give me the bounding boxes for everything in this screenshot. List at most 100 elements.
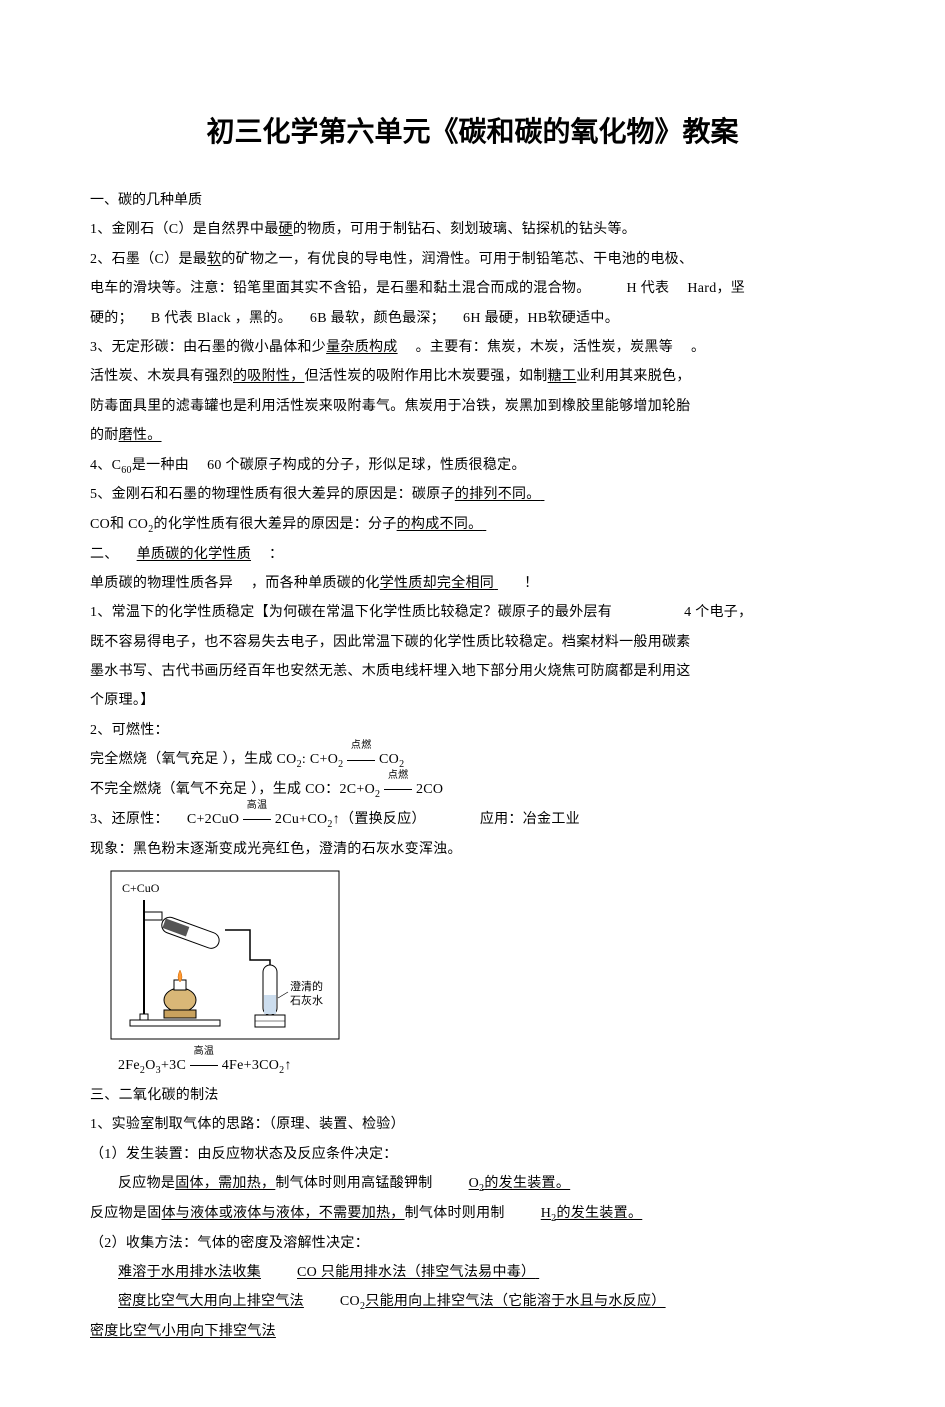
- text: 的矿物之一，有优良的导电性，润滑性。可用于制铅笔芯、干电池的电极、: [221, 252, 693, 267]
- s2-p2-line4: 个原理。】: [90, 686, 855, 715]
- text: 的化学性质有很大差异的原因是：分子: [154, 517, 397, 532]
- text: ！: [524, 576, 538, 591]
- text: C+2CuO: [187, 812, 239, 827]
- text: 但活性炭的吸附作用比木炭要强，如制: [305, 369, 548, 384]
- text: 个原理。】: [90, 693, 155, 708]
- s2-p2-line3: 墨水书写、古代书画历经百年也安然无恙、木质电线杆埋入地下部分用火烧焦可防腐都是利…: [90, 657, 855, 686]
- text: 二、: [90, 547, 119, 562]
- s3-p3: 反应物是固体，需加热，制气体时则用高锰酸钾制 O2的发生装置。: [90, 1169, 855, 1199]
- s1-p2-line2: 电车的滑块等。注意：铅笔里面其实不含铅，是石墨和黏土混合而成的混合物。 H 代表 H…: [90, 274, 855, 303]
- text: 2Cu+CO: [275, 812, 327, 827]
- underline: 单质碳的化学性质: [137, 547, 251, 562]
- underline: 的排列不同。: [455, 487, 541, 502]
- text: （2）收集方法：气体的密度及溶解性决定：: [90, 1236, 369, 1251]
- text: ，而各种单质碳的化: [251, 576, 380, 591]
- text: 6B 最软，颜色最深；: [310, 311, 445, 326]
- s1-p2-line1: 2、石墨（C）是最软的矿物之一，有优良的导电性，润滑性。可用于制铅笔芯、干电池的…: [90, 245, 855, 274]
- text: 应用：冶金工业: [480, 812, 580, 827]
- text: B 代表 Black ，黑的。: [151, 311, 292, 326]
- text: 60 个碳原子构成的分子，形似足球，性质很稳定。: [207, 458, 526, 473]
- text: 1、实验室制取气体的思路：（原理、装置、检验）: [90, 1117, 405, 1132]
- text: 是一种由: [132, 458, 189, 473]
- s1-p4: 4、C60是一种由60 个碳原子构成的分子，形似足球，性质很稳定。: [90, 451, 855, 481]
- underline: 固体，需加热，: [175, 1176, 275, 1191]
- underline: 密度比空气小用向下排空气法: [90, 1324, 276, 1339]
- underline: 的吸附性，: [233, 369, 305, 384]
- text: 2、石墨（C）是最: [90, 252, 207, 267]
- s2-p5: 现象：黑色粉末逐渐变成光亮红色，澄清的石灰水变浑浊。: [90, 835, 855, 864]
- s1-p1: 1、金刚石（C）是自然界中最硬的物质，可用于制钻石、刻划玻璃、钻探机的钻头等。: [90, 215, 855, 244]
- text: ↑: [284, 1058, 291, 1073]
- text: +3C: [161, 1058, 186, 1073]
- s1-p3-line2: 活性炭、木炭具有强烈的吸附性，但活性炭的吸附作用比木炭要强，如制糖工业利用其来脱…: [90, 362, 855, 391]
- label-lime-2: 石灰水: [290, 993, 323, 1007]
- s1-p3-line3: 防毒面具里的滤毒罐也是利用活性炭来吸附毒气。焦炭用于冶铁，炭黑加到橡胶里能够增加…: [90, 392, 855, 421]
- condition-label: 点燃: [384, 765, 412, 786]
- section-2-header: 二、 单质碳的化学性质 ：: [90, 540, 855, 569]
- underline: 学性质却完全相同: [380, 576, 494, 591]
- text: 2、可燃性：: [90, 723, 169, 738]
- s2-p1: 单质碳的物理性质各异，而各种单质碳的化学性质却完全相同 ！: [90, 569, 855, 598]
- subscript: 2: [338, 759, 343, 770]
- section-1-header: 一、碳的几种单质: [90, 186, 855, 215]
- underline: O2的发生装置。: [469, 1176, 571, 1191]
- text: 完全燃烧（氧气充足 ），生成 CO: [90, 752, 297, 767]
- underline: 软: [207, 252, 221, 267]
- text: 制气体时则用高锰酸钾制: [275, 1176, 432, 1191]
- s3-p6: 难溶于水用排水法收集 CO 只能用排水法（排空气法易中毒）: [90, 1258, 855, 1287]
- text: 4Fe+3CO: [222, 1058, 279, 1073]
- condition-label: 高温: [190, 1041, 218, 1062]
- text: 不完全燃烧（氧气不充足 ），生成 CO：2C+O: [90, 782, 375, 797]
- s2-eq-complete: 完全燃烧（氧气充足 ），生成 CO2: C+O2 点燃 CO2: [90, 745, 855, 775]
- underline: 的构成不同。: [397, 517, 483, 532]
- s2-p4: 3、还原性：C+2CuO 高温 2Cu+CO2↑（置换反应）应用：冶金工业: [90, 805, 855, 835]
- reaction-arrow: 点燃: [347, 745, 375, 774]
- section-3-header: 三、二氧化碳的制法: [90, 1081, 855, 1110]
- text: 。: [691, 340, 705, 355]
- s2-p2-line2: 既不容易得电子，也不容易失去电子，因此常温下碳的化学性质比较稳定。档案材料一般用…: [90, 628, 855, 657]
- s3-p4: 反应物是固体与液体或液体与液体，不需要加热，制气体时则用制H2的发生装置。: [90, 1199, 855, 1229]
- text: 2CO: [416, 782, 443, 797]
- underline: CO 只能用排水法（排空气法易中毒）: [297, 1265, 535, 1280]
- text: ：: [269, 547, 283, 562]
- s1-p6: CO和 CO2的化学性质有很大差异的原因是：分子的构成不同。: [90, 510, 855, 540]
- text: 的物质，可用于制钻石、刻划玻璃、钻探机的钻头等。: [293, 222, 636, 237]
- underline: 量杂质构成: [326, 340, 398, 355]
- page-title: 初三化学第六单元《碳和碳的氧化物》教案: [90, 110, 855, 150]
- text: 现象：黑色粉末逐渐变成光亮红色，澄清的石灰水变浑浊。: [90, 842, 462, 857]
- reaction-arrow: 点燃: [384, 775, 412, 804]
- text: 制气体时则用制: [405, 1206, 505, 1221]
- s2-eq-incomplete: 不完全燃烧（氧气不充足 ），生成 CO：2C+O2 点燃 2CO: [90, 775, 855, 805]
- text: 3、还原性：: [90, 812, 169, 827]
- text: 电车的滑块等。注意：铅笔里面其实不含铅，是石墨和黏土混合而成的混合物。: [90, 281, 591, 296]
- text: 1、常温下的化学性质稳定【为何碳在常温下化学性质比较稳定？碳原子的最外层有: [90, 605, 612, 620]
- text: 4 个电子，: [684, 605, 752, 620]
- text: ↑（置换反应）: [333, 812, 426, 827]
- s1-p3-line1: 3、无定形碳：由石墨的微小晶体和少量杂质构成。主要有：焦炭，木炭，活性炭，炭黑等…: [90, 333, 855, 362]
- text: 2Fe: [118, 1058, 140, 1073]
- text: 反应物是固: [90, 1206, 162, 1221]
- text: 4、C: [90, 458, 121, 473]
- underline: 密度比空气大用向上排空气法: [118, 1294, 304, 1309]
- text: CO和 CO: [90, 517, 148, 532]
- underline: 的发生装置。: [556, 1206, 642, 1221]
- underline: 只能用向上排空气法（它能溶于水且与水反应）: [365, 1294, 665, 1309]
- s3-p8: 密度比空气小用向下排空气法: [90, 1317, 855, 1346]
- condition-label: 点燃: [347, 735, 375, 756]
- text: 防毒面具里的滤毒罐也是利用活性炭来吸附毒气。焦炭用于冶铁，炭黑加到橡胶里能够增加…: [90, 399, 691, 414]
- text: 硬的；: [90, 311, 133, 326]
- label-c-cuo: C+CuO: [122, 881, 160, 895]
- subscript: 2: [375, 789, 380, 800]
- text: Hard，坚: [687, 281, 745, 296]
- s3-p7: 密度比空气大用向上排空气法CO2只能用向上排空气法（它能溶于水且与水反应）: [90, 1287, 855, 1317]
- text: 5、金刚石和石墨的物理性质有很大差异的原因是：碳原子: [90, 487, 455, 502]
- underline: 难溶于水用排水法收集: [118, 1265, 261, 1280]
- text: 反应物是: [118, 1176, 175, 1191]
- underline: H2: [541, 1206, 557, 1221]
- s2-p2-line1: 1、常温下的化学性质稳定【为何碳在常温下化学性质比较稳定？碳原子的最外层有 4 个…: [90, 598, 855, 627]
- underline: 磨性。: [119, 428, 162, 443]
- text: 6H 最硬，HB软硬适中。: [463, 311, 619, 326]
- text: H 代表: [627, 281, 670, 296]
- s1-p5: 5、金刚石和石墨的物理性质有很大差异的原因是：碳原子的排列不同。: [90, 480, 855, 509]
- apparatus-svg: C+CuO 澄清的 石灰水: [110, 870, 340, 1040]
